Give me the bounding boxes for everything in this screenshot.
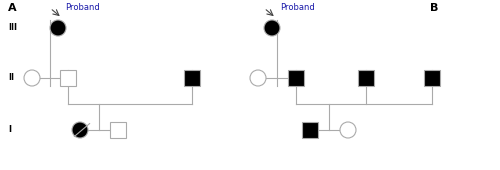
Circle shape <box>264 20 280 36</box>
Bar <box>288 70 304 86</box>
Bar <box>424 70 440 86</box>
Circle shape <box>72 122 88 138</box>
Text: I: I <box>8 125 11 134</box>
Text: B: B <box>430 3 438 13</box>
Bar <box>184 70 200 86</box>
Circle shape <box>250 70 266 86</box>
Text: II: II <box>8 73 14 82</box>
Text: Proband: Proband <box>280 4 315 13</box>
Circle shape <box>340 122 356 138</box>
Bar <box>358 70 374 86</box>
Circle shape <box>50 20 66 36</box>
Bar <box>60 70 76 86</box>
Text: A: A <box>8 3 16 13</box>
Circle shape <box>24 70 40 86</box>
Text: III: III <box>8 23 17 32</box>
Bar <box>302 122 318 138</box>
Text: Proband: Proband <box>65 4 100 13</box>
Bar <box>110 122 126 138</box>
